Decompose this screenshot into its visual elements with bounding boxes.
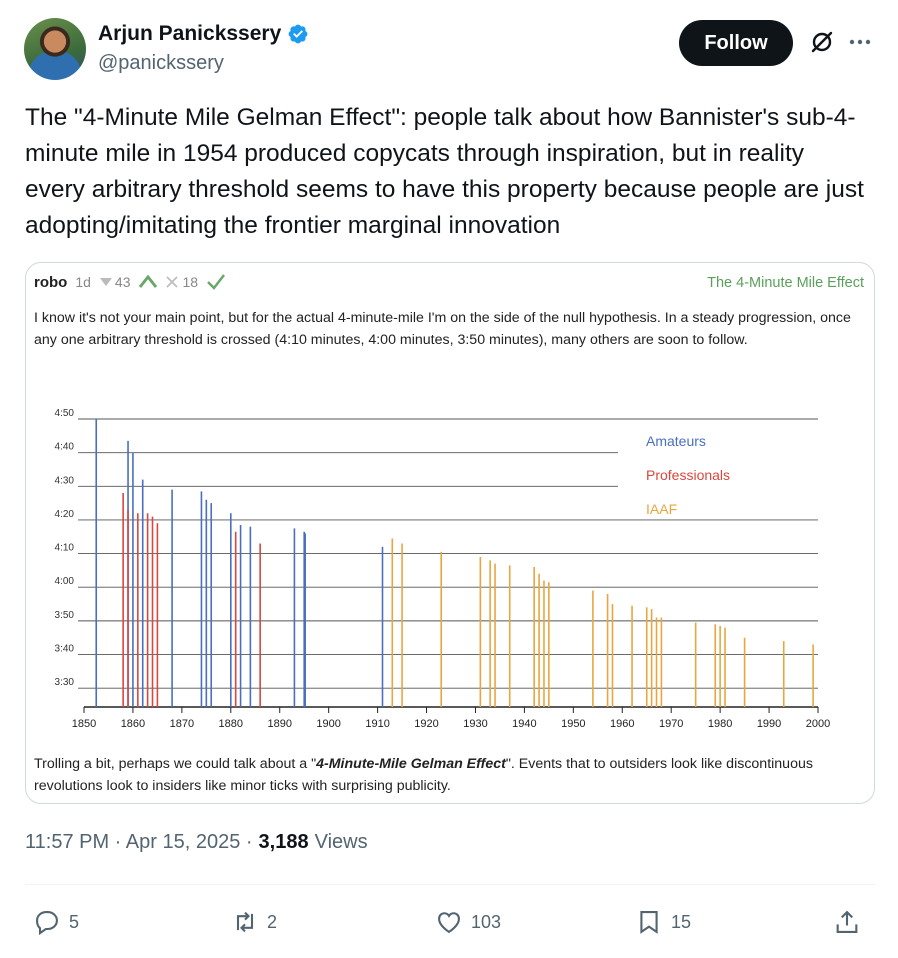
comment-footer-em: 4-Minute-Mile Gelman Effect bbox=[316, 756, 506, 772]
x-tick-label: 1890 bbox=[267, 718, 291, 730]
y-tick-label: 4:00 bbox=[55, 576, 75, 587]
repost-count: 2 bbox=[267, 911, 278, 932]
y-tick-label: 4:30 bbox=[55, 475, 75, 486]
more-icon[interactable] bbox=[846, 28, 874, 56]
x-tick-label: 1880 bbox=[219, 718, 243, 730]
bookmark-button[interactable]: 15 bbox=[635, 900, 691, 944]
x-tick-label: 1910 bbox=[365, 718, 389, 730]
share-icon bbox=[836, 910, 858, 933]
like-button[interactable]: 103 bbox=[435, 900, 501, 944]
tweet-media-image[interactable]: robo 1d 43 18 The 4-Minute Mile Effect I… bbox=[25, 262, 875, 804]
reply-button[interactable]: 5 bbox=[33, 900, 79, 944]
x-tick-label: 1870 bbox=[170, 718, 194, 730]
upvote-icon bbox=[139, 275, 158, 288]
reply-count: 5 bbox=[69, 911, 80, 932]
comment-user: robo bbox=[34, 273, 68, 291]
action-bar: 5 2 103 15 bbox=[25, 900, 875, 944]
y-tick-label: 4:40 bbox=[55, 442, 75, 453]
x-tick-label: 1850 bbox=[72, 718, 96, 730]
avatar[interactable] bbox=[24, 18, 86, 80]
repost-button[interactable]: 2 bbox=[231, 900, 277, 944]
x-tick-label: 2000 bbox=[806, 718, 830, 730]
x-tick-label: 1930 bbox=[463, 718, 487, 730]
x-tick-label: 1960 bbox=[610, 718, 634, 730]
follow-button[interactable]: Follow bbox=[679, 20, 793, 66]
x-tick-label: 1860 bbox=[121, 718, 145, 730]
y-tick-label: 3:30 bbox=[55, 677, 75, 688]
tweet-text: The "4-Minute Mile Gelman Effect": peopl… bbox=[25, 104, 864, 239]
comment-age: 1d bbox=[75, 274, 91, 290]
share-button[interactable] bbox=[833, 900, 861, 944]
legend-entry: Amateurs bbox=[646, 433, 706, 449]
y-tick-label: 3:40 bbox=[55, 644, 75, 655]
views-label: Views bbox=[314, 831, 368, 853]
mile-record-chart: 4:50 4:40 4:30 4:20 4:10 4:00 3:50 3:40 3:30 1850… bbox=[55, 408, 831, 730]
comment-footer: Trolling a bit, perhaps we could talk ab… bbox=[34, 753, 864, 797]
x-tick-label: 1940 bbox=[512, 718, 536, 730]
x-tick-label: 1990 bbox=[757, 718, 781, 730]
author-name[interactable]: Arjun Panickssery bbox=[98, 22, 282, 45]
comment-meta: robo 1d 43 18 bbox=[34, 273, 226, 291]
comment-footer-pre: Trolling a bit, perhaps we could talk ab… bbox=[34, 756, 317, 772]
tweet-header: Arjun Panickssery @panickssery Follow bbox=[24, 18, 874, 82]
like-count: 103 bbox=[471, 911, 502, 932]
author-handle[interactable]: @panickssery bbox=[98, 52, 224, 74]
x-tick-label: 1980 bbox=[708, 718, 732, 730]
legend-entry: Professionals bbox=[646, 467, 730, 483]
y-tick-label: 4:10 bbox=[55, 543, 75, 554]
y-tick-label: 4:20 bbox=[55, 509, 75, 520]
comment-title: The 4-Minute Mile Effect bbox=[707, 275, 864, 291]
repost-icon bbox=[236, 911, 254, 933]
reply-icon bbox=[36, 911, 58, 936]
y-tick-label: 4:50 bbox=[55, 408, 75, 419]
agree-count: 18 bbox=[182, 274, 199, 290]
check-icon bbox=[207, 274, 226, 290]
timestamp[interactable]: 11:57 PM · Apr 15, 2025 · bbox=[25, 831, 253, 853]
bookmark-icon bbox=[640, 911, 658, 934]
x-tick-label: 1970 bbox=[659, 718, 683, 730]
bookmark-count: 15 bbox=[671, 911, 692, 932]
downvote-count: 43 bbox=[114, 274, 131, 290]
downvote-icon bbox=[99, 278, 112, 286]
comment-footer-post: ". Events that to outsiders look like di… bbox=[34, 756, 813, 794]
x-tick-label: 1920 bbox=[414, 718, 438, 730]
author-name-row: Arjun Panickssery bbox=[98, 22, 309, 46]
legend-entry: IAAF bbox=[646, 501, 677, 517]
comment-body: I know it's not your main point, but for… bbox=[34, 310, 851, 348]
divider bbox=[25, 884, 875, 885]
x-tick-label: 1900 bbox=[316, 718, 340, 730]
grok-icon[interactable] bbox=[808, 28, 836, 56]
verified-badge-icon bbox=[288, 24, 308, 44]
x-icon bbox=[166, 276, 179, 288]
timestamp-row: 11:57 PM · Apr 15, 2025 · 3,188 Views bbox=[25, 831, 368, 854]
like-icon bbox=[438, 912, 460, 934]
y-tick-label: 3:50 bbox=[55, 610, 75, 621]
views-count: 3,188 bbox=[258, 831, 309, 853]
x-tick-label: 1950 bbox=[561, 718, 585, 730]
